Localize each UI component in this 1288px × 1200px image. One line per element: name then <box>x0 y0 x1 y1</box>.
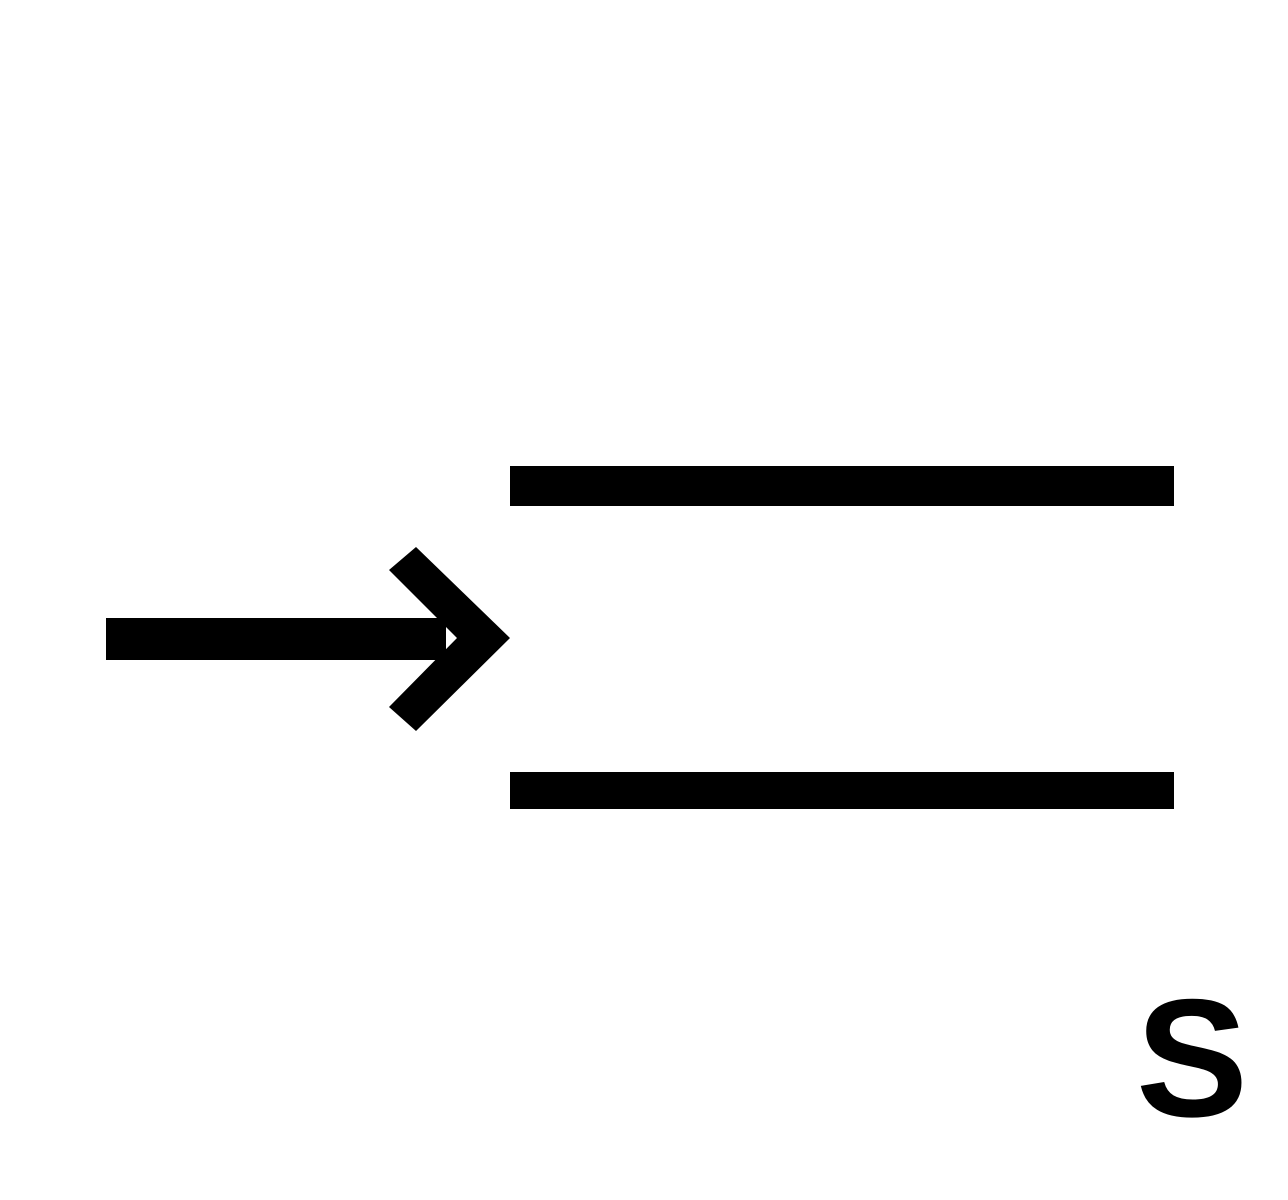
arrow-head <box>389 547 510 731</box>
symbol-letter: S <box>1136 964 1248 1152</box>
arrow-right-icon <box>106 547 510 731</box>
arrow-shaft <box>106 618 446 660</box>
upper-bar <box>510 466 1174 506</box>
lower-bar <box>510 772 1174 809</box>
